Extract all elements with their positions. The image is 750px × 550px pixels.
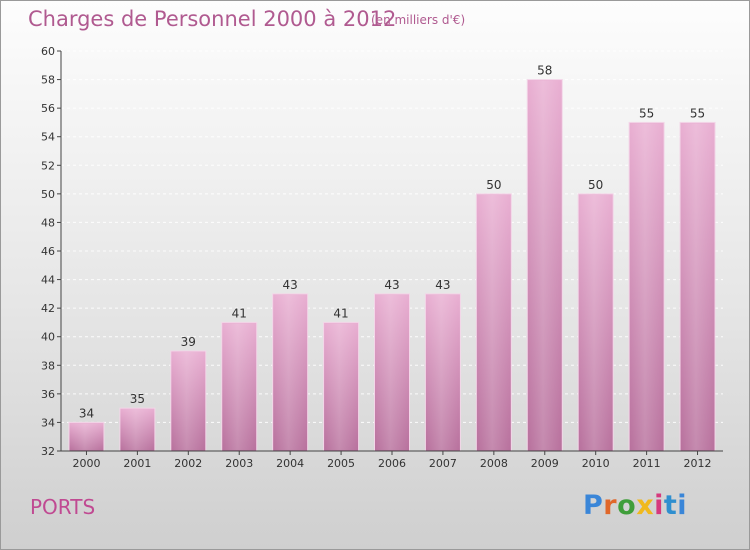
data-label: 50 (588, 178, 603, 192)
data-label: 43 (435, 278, 450, 292)
x-tick-label: 2000 (72, 457, 100, 470)
y-tick-label: 48 (41, 216, 55, 229)
bar-highlight (528, 80, 562, 451)
data-label: 55 (690, 106, 705, 120)
bar-highlight (222, 323, 256, 450)
x-tick-label: 2009 (531, 457, 559, 470)
y-tick-label: 42 (41, 302, 55, 315)
y-tick-label: 50 (41, 188, 55, 201)
chart-subtitle: (en milliers d'€) (371, 13, 466, 27)
data-label: 35 (130, 392, 145, 406)
bar-highlight (426, 294, 460, 450)
x-tick-label: 2005 (327, 457, 355, 470)
x-tick-label: 2010 (582, 457, 610, 470)
bar-highlight (630, 123, 664, 450)
y-tick-label: 36 (41, 388, 55, 401)
proxiti-logo: Proxiti (583, 490, 688, 521)
chart-title: Charges de Personnel 2000 à 2012 (28, 7, 397, 31)
y-tick-label: 38 (41, 359, 55, 372)
bar-highlight (681, 123, 715, 450)
y-tick-label: 40 (41, 331, 55, 344)
x-tick-label: 2004 (276, 457, 304, 470)
data-label: 39 (181, 335, 196, 349)
data-label: 43 (384, 278, 399, 292)
y-tick-label: 32 (41, 445, 55, 458)
x-tick-label: 2001 (123, 457, 151, 470)
data-label: 58 (537, 64, 552, 78)
bar-highlight (171, 352, 205, 450)
x-tick-label: 2011 (633, 457, 661, 470)
y-tick-label: 46 (41, 245, 55, 258)
data-label: 50 (486, 178, 501, 192)
data-label: 41 (232, 306, 247, 320)
data-label: 55 (639, 106, 654, 120)
x-tick-label: 2012 (684, 457, 712, 470)
bar-highlight (477, 194, 511, 450)
y-tick-label: 56 (41, 102, 55, 115)
x-tick-label: 2006 (378, 457, 406, 470)
data-label: 34 (79, 406, 94, 420)
axes (57, 50, 723, 455)
place-name: PORTS (30, 495, 96, 519)
x-tick-label: 2007 (429, 457, 457, 470)
bar-highlight (273, 294, 307, 450)
data-label: 41 (333, 306, 348, 320)
y-tick-label: 60 (41, 45, 55, 58)
y-tick-label: 58 (41, 74, 55, 87)
bar-highlight (120, 409, 154, 450)
labels: 32 34 36 38 40 42 44 46 48 50 52 54 56 58 60 34 2000 35 20… (41, 45, 712, 470)
y-tick-label: 52 (41, 159, 55, 172)
bar-highlight (375, 294, 409, 450)
bars (68, 79, 716, 452)
y-tick-label: 54 (41, 131, 55, 144)
y-tick-label: 44 (41, 274, 55, 287)
bar-highlight (69, 423, 103, 450)
x-tick-label: 2003 (225, 457, 253, 470)
data-label: 43 (283, 278, 298, 292)
x-tick-label: 2008 (480, 457, 508, 470)
bar-highlight (579, 194, 613, 450)
bar-highlight (324, 323, 358, 450)
x-tick-label: 2002 (174, 457, 202, 470)
y-tick-label: 34 (41, 416, 55, 429)
